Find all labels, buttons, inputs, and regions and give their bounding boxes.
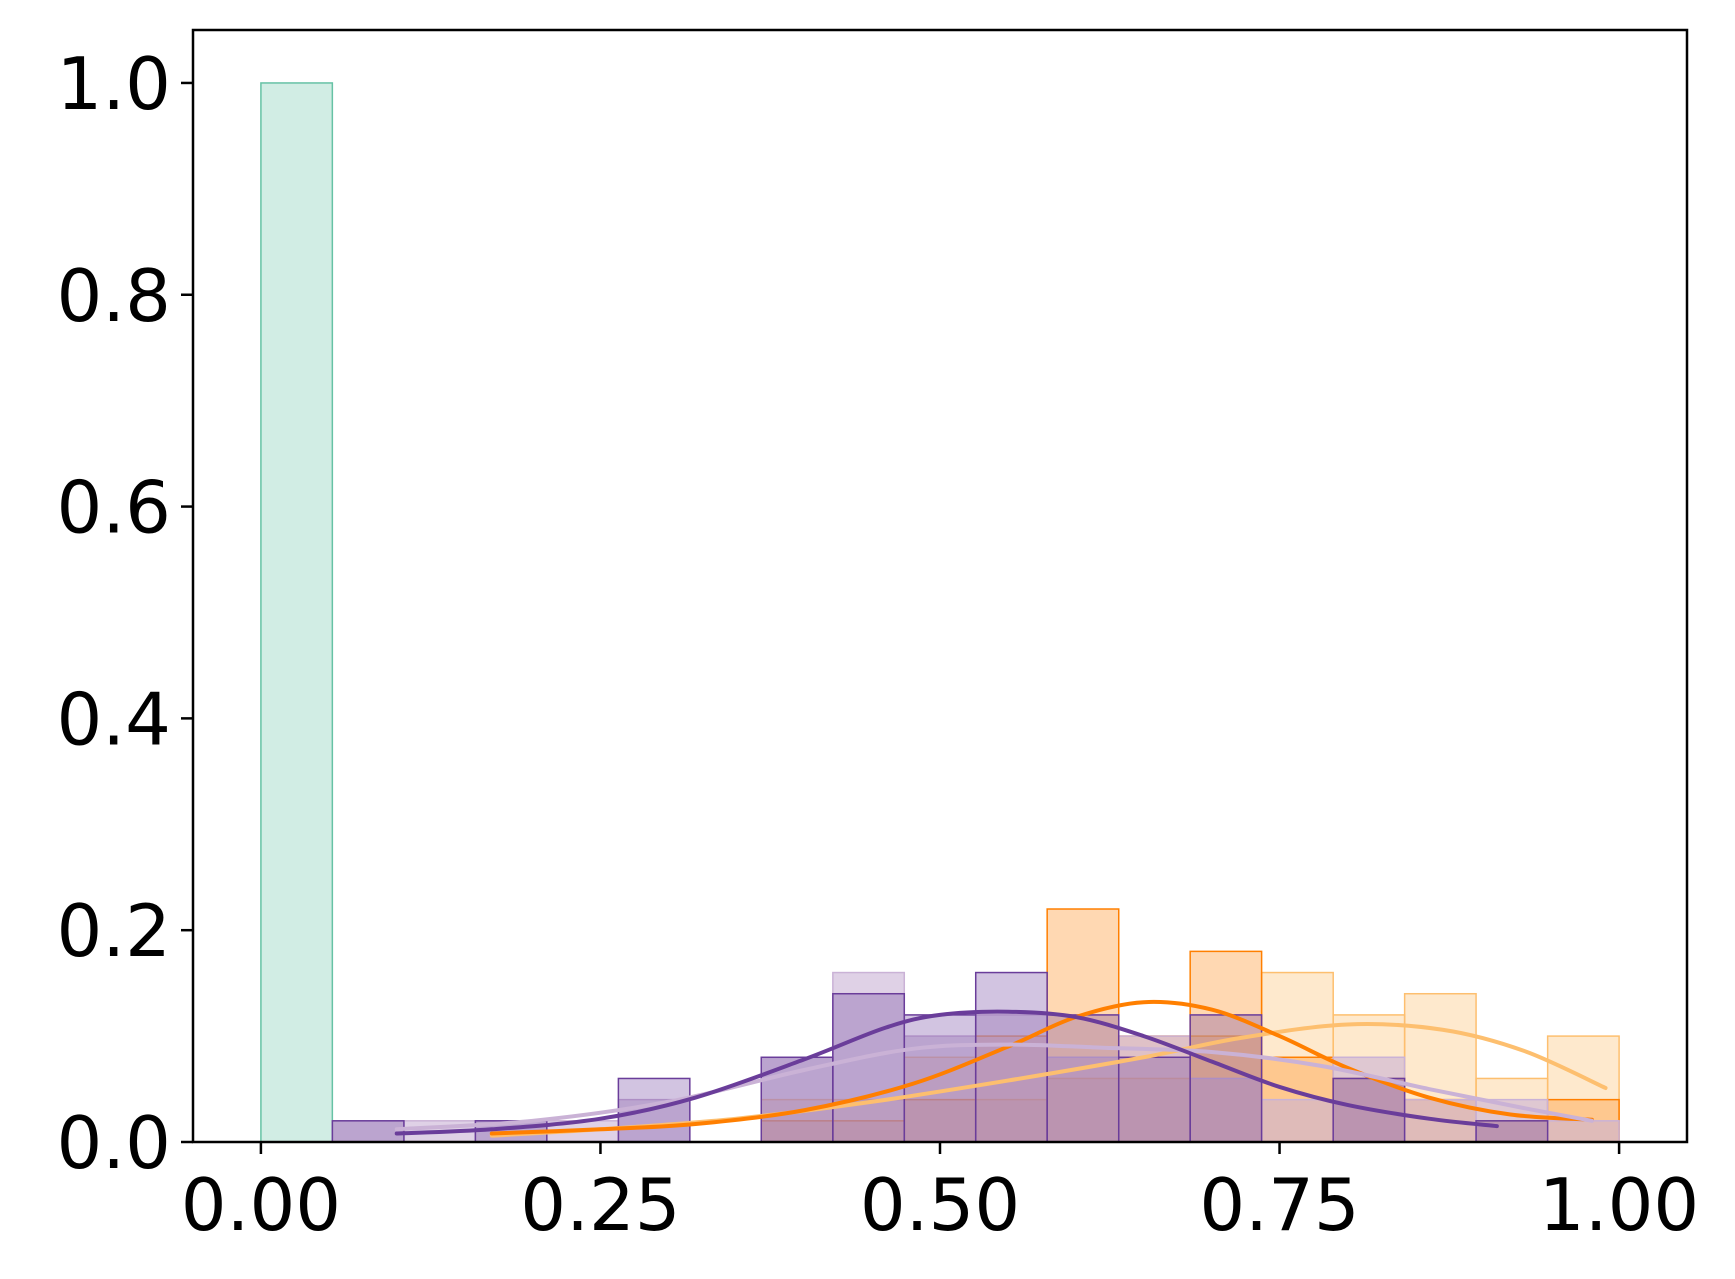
series-4-bar-5 xyxy=(903,1014,977,1143)
series-0-bars xyxy=(260,82,334,1143)
series-4-bar-4 xyxy=(832,992,906,1143)
series-4-bar-7 xyxy=(1046,1014,1120,1143)
x-tick-label-3: 0.75 xyxy=(1199,1163,1359,1247)
x-tick-label-1: 0.25 xyxy=(520,1163,680,1247)
x-tick-label-4: 1.00 xyxy=(1539,1163,1699,1247)
series-3-bar-11 xyxy=(1189,1077,1263,1143)
kde-curves xyxy=(394,999,1608,1138)
series-0-bar-0 xyxy=(260,82,334,1143)
axis-ticks: 0.00 0.25 0.50 0.75 1.00 0.0 0.2 0.4 0.6 0.8 1.0 xyxy=(56,42,1699,1247)
x-tick-label-0: 0.00 xyxy=(181,1163,341,1247)
series-3-bar-16 xyxy=(1546,1120,1620,1143)
series-3-kde-line xyxy=(394,1042,1594,1132)
y-tick-label-0: 0.0 xyxy=(56,1101,171,1185)
series-4-bar-8 xyxy=(1117,1056,1191,1143)
y-tick-label-1: 0.2 xyxy=(56,889,171,973)
y-tick-label-5: 1.0 xyxy=(56,42,171,126)
series-2-kde-line xyxy=(489,999,1594,1136)
x-tick-label-2: 0.50 xyxy=(860,1163,1020,1247)
series-4-bar-0 xyxy=(331,1120,405,1143)
y-tick-label-3: 0.6 xyxy=(56,466,171,550)
series-4-kde-line xyxy=(394,1009,1499,1136)
histogram-bars xyxy=(260,82,1620,1143)
y-tick-label-2: 0.4 xyxy=(56,677,171,761)
axes-frame xyxy=(191,28,1689,1144)
y-tick-label-4: 0.8 xyxy=(56,254,171,338)
series-3-bar-12 xyxy=(1260,1098,1334,1143)
